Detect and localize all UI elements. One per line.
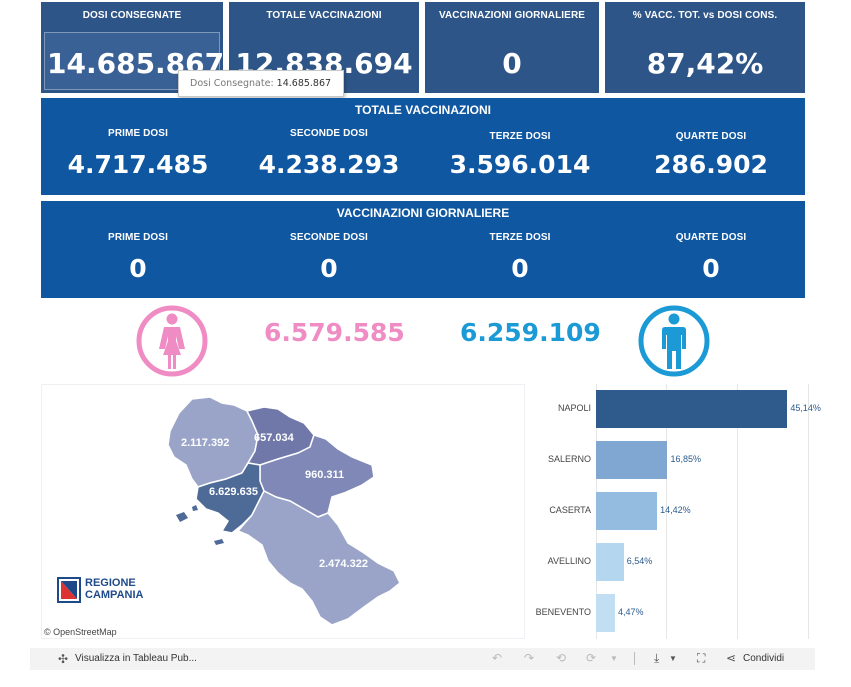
refresh-icon[interactable]: ⟳ xyxy=(586,651,597,665)
band-title: VACCINAZIONI GIORNALIERE xyxy=(336,206,510,220)
logo-line-2: CAMPANIA xyxy=(85,589,144,601)
label-avellino: 960.311 xyxy=(305,469,344,481)
bar-value-label: 6,54% xyxy=(626,556,653,566)
stat-label: QUARTE DOSI xyxy=(675,131,747,142)
bar-value-label: 4,47% xyxy=(617,607,644,617)
tooltip: Dosi Consegnate: 14.685.867 xyxy=(178,70,344,97)
stat-value: 0 xyxy=(129,254,147,283)
revert-icon[interactable]: ⟲ xyxy=(556,651,567,665)
undo-icon[interactable]: ↶ xyxy=(492,651,503,665)
kpi-label: TOTALE VACCINAZIONI xyxy=(266,10,382,21)
campania-map[interactable]: 2.117.392 657.034 960.311 6.629.635 2.47… xyxy=(41,384,525,639)
map-canvas[interactable]: 2.117.392 657.034 960.311 6.629.635 2.47… xyxy=(42,385,526,640)
stat-label: QUARTE DOSI xyxy=(675,232,747,243)
share-button[interactable]: Condividi xyxy=(743,653,785,664)
tooltip-label: Dosi Consegnate: xyxy=(190,78,274,89)
stat-label: PRIME DOSI xyxy=(108,232,168,243)
view-in-tableau-link[interactable]: Visualizza in Tableau Pub... xyxy=(75,653,197,664)
regione-campania-logo: REGIONE CAMPANIA xyxy=(57,577,157,603)
chevron-down-icon[interactable]: ▼ xyxy=(610,654,618,663)
logo-line-1: REGIONE xyxy=(85,577,136,589)
regione-campania-crest-icon xyxy=(57,577,81,603)
toolbar-divider xyxy=(634,652,635,665)
female-count: 6.579.585 xyxy=(264,318,405,347)
bar-category-label: BENEVENTO xyxy=(535,607,591,617)
province-bar-chart[interactable]: 45,14% 16,85% 14,42% 6,54% 4,47% NAPOLI SALER… xyxy=(525,384,821,639)
stat-value: 4.717.485 xyxy=(67,150,209,179)
stat-value: 3.596.014 xyxy=(449,150,591,179)
fullscreen-icon[interactable]: ⛶ xyxy=(697,651,706,665)
label-salerno: 2.474.322 xyxy=(319,558,368,570)
bar-value-label: 16,85% xyxy=(670,454,701,464)
kpi-value: 0 xyxy=(502,47,522,80)
bar-caserta[interactable] xyxy=(596,492,658,530)
island-procida xyxy=(192,505,198,511)
share-icon[interactable]: ⋖ xyxy=(726,651,737,665)
tableau-toolbar: ✣ Visualizza in Tableau Pub... ↶ ↷ ⟲ ⟳ ▼… xyxy=(30,648,815,670)
grid-line xyxy=(737,384,738,639)
map-attribution[interactable]: © OpenStreetMap xyxy=(44,627,117,637)
grid-line xyxy=(808,384,809,639)
stat-value: 0 xyxy=(320,254,338,283)
male-person-icon xyxy=(638,305,710,377)
female-person-icon xyxy=(136,305,208,377)
bar-value-label: 14,42% xyxy=(660,505,691,515)
island-ischia xyxy=(176,512,188,522)
island-capri xyxy=(214,539,224,545)
stat-value: 4.238.293 xyxy=(258,150,400,179)
bar-category-label: AVELLINO xyxy=(547,556,591,566)
tooltip-value: 14.685.867 xyxy=(276,78,332,89)
bar-benevento[interactable] xyxy=(596,594,615,632)
download-chevron-icon[interactable]: ▼ xyxy=(669,654,677,663)
stat-value: 0 xyxy=(702,254,720,283)
stat-label: PRIME DOSI xyxy=(108,128,168,139)
male-count: 6.259.109 xyxy=(460,318,601,347)
label-benevento: 657.034 xyxy=(254,432,295,444)
bar-category-label: CASERTA xyxy=(549,505,591,515)
kpi-label: % VACC. TOT. vs DOSI CONS. xyxy=(632,10,778,21)
stat-label: TERZE DOSI xyxy=(489,131,551,142)
tableau-icon[interactable]: ✣ xyxy=(58,652,69,666)
kpi-label: DOSI CONSEGNATE xyxy=(82,10,182,21)
stat-label: SECONDE DOSI xyxy=(290,232,368,243)
bar-avellino[interactable] xyxy=(596,543,624,581)
label-caserta: 2.117.392 xyxy=(181,437,229,449)
vaccinazioni-giornaliere-band: VACCINAZIONI GIORNALIERE PRIME DOSI 0 SE… xyxy=(41,201,805,298)
totale-vaccinazioni-band: TOTALE VACCINAZIONI PRIME DOSI 4.717.485… xyxy=(41,98,805,195)
bar-category-label: NAPOLI xyxy=(557,403,591,413)
kpi-tile-vaccinazioni-giornaliere[interactable]: VACCINAZIONI GIORNALIERE 0 xyxy=(425,2,599,93)
download-icon[interactable]: ⤓ xyxy=(654,651,660,665)
stat-value: 286.902 xyxy=(654,150,768,179)
label-napoli: 6.629.635 xyxy=(209,486,258,498)
kpi-tile-percentuale[interactable]: % VACC. TOT. vs DOSI CONS. 87,42% xyxy=(605,2,805,93)
bar-category-label: SALERNO xyxy=(547,454,591,464)
grid-line xyxy=(666,384,667,639)
redo-icon[interactable]: ↷ xyxy=(524,651,535,665)
bar-salerno[interactable] xyxy=(596,441,668,479)
bar-napoli[interactable] xyxy=(596,390,788,428)
band-title: TOTALE VACCINAZIONI xyxy=(355,103,491,117)
stat-value: 0 xyxy=(511,254,529,283)
bar-value-label: 45,14% xyxy=(790,403,821,413)
province-salerno xyxy=(236,489,401,626)
kpi-value: 87,42% xyxy=(646,47,764,80)
stat-label: TERZE DOSI xyxy=(489,232,551,243)
stat-label: SECONDE DOSI xyxy=(290,128,368,139)
kpi-label: VACCINAZIONI GIORNALIERE xyxy=(438,10,586,21)
